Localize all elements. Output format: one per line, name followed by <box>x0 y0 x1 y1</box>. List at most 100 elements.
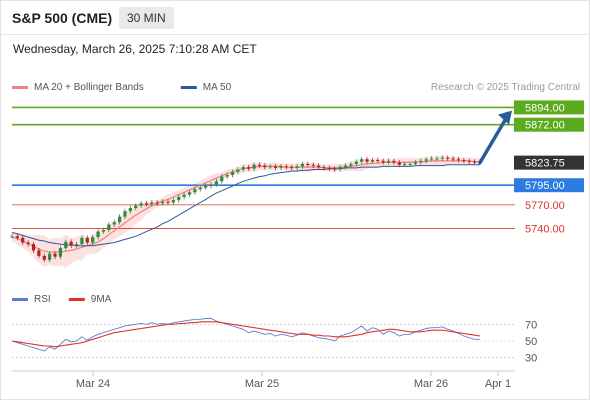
candle-body <box>107 224 111 230</box>
candle-body <box>128 208 132 212</box>
candle-body <box>360 159 364 162</box>
legend-swatch <box>12 86 28 89</box>
candle-body <box>381 160 385 163</box>
bollinger-band-area <box>12 155 480 268</box>
candle-body <box>284 166 288 168</box>
level-label: 5823.75 <box>525 158 565 170</box>
candle-body <box>386 160 391 163</box>
rsi-legend: RSI 9MA <box>12 294 112 305</box>
candle-body <box>91 237 95 243</box>
legend-label: 9MA <box>91 294 112 305</box>
candle-body <box>150 202 154 205</box>
x-tick-label: Mar 26 <box>414 378 448 390</box>
candle-body <box>376 160 380 162</box>
candle-body <box>193 189 197 193</box>
candle-body <box>236 169 240 172</box>
level-label-bg <box>514 178 584 193</box>
candle-body <box>408 164 412 165</box>
legend-label: MA 50 <box>203 82 232 93</box>
level-label: 5872.00 <box>525 120 565 132</box>
candle-body <box>247 167 251 169</box>
candle-body <box>273 166 278 168</box>
candle-body <box>166 201 170 203</box>
candle-body <box>96 231 100 238</box>
candle-body <box>69 241 73 246</box>
candle-body <box>462 160 466 162</box>
legend-swatch <box>12 298 28 301</box>
candle-body <box>101 230 106 232</box>
level-label: 5740.00 <box>525 223 565 235</box>
candle-body <box>446 157 450 159</box>
candle-body <box>220 176 224 182</box>
chart-timestamp: Wednesday, March 26, 2025 7:10:28 AM CET <box>13 42 257 56</box>
level-label: 5894.00 <box>525 102 565 114</box>
candle-body <box>85 237 89 243</box>
candle-body <box>58 248 63 257</box>
candle-body <box>370 160 375 162</box>
candle-body <box>467 160 471 162</box>
rsi-tick-label: 50 <box>525 336 537 348</box>
candle-body <box>123 211 127 217</box>
price-legend: MA 20 + Bollinger Bands MA 50 <box>12 82 232 93</box>
price-levels <box>12 106 515 229</box>
candle-body <box>424 159 428 161</box>
candle-body <box>10 236 14 238</box>
candle-body <box>252 164 256 169</box>
level-label: 5770.00 <box>525 200 565 212</box>
legend-swatch <box>68 298 85 301</box>
rsi-tick-label: 30 <box>525 353 537 365</box>
candle-body <box>155 202 159 204</box>
candle-body <box>139 203 143 206</box>
candle-body <box>343 165 348 168</box>
candle-body <box>112 222 116 225</box>
rsi-line <box>11 318 480 352</box>
forecast-arrow <box>478 110 512 165</box>
candle-body <box>413 162 418 164</box>
candle-body <box>31 244 36 251</box>
candle-body <box>392 160 396 163</box>
x-axis: Mar 24 Mar 25 Mar 26 Apr 1 <box>12 370 515 390</box>
candle-body <box>263 165 267 168</box>
candle-body <box>268 166 272 168</box>
chart-header: S&P 500 (CME) 30 MIN <box>0 0 590 36</box>
candle-body <box>48 253 52 260</box>
candle-body <box>53 253 57 257</box>
ma50-line <box>11 164 480 247</box>
credit-text: Research © 2025 Trading Central <box>431 82 580 93</box>
candle-body <box>419 160 423 163</box>
candle-body <box>349 164 353 166</box>
candle-body <box>182 194 186 197</box>
candle-body <box>279 166 283 168</box>
ma20-line <box>11 160 480 253</box>
candle-body <box>365 159 369 162</box>
candle-body <box>354 161 358 164</box>
candle-body <box>290 167 294 169</box>
candle-body <box>338 167 342 170</box>
level-label-bg <box>514 155 584 170</box>
x-tick-label: Mar 25 <box>245 378 279 390</box>
candle-body <box>241 167 245 170</box>
candle-body <box>64 241 68 249</box>
candle-body <box>198 187 202 190</box>
candle-body <box>225 175 229 177</box>
candle-body <box>37 250 41 256</box>
timeframe-badge[interactable]: 30 MIN <box>119 7 174 29</box>
rsi-panel: 70 50 30 <box>11 318 537 365</box>
candle-body <box>451 158 455 160</box>
level-label: 5795.00 <box>525 180 565 192</box>
candle-body <box>80 237 84 245</box>
x-tick-label: Apr 1 <box>485 378 511 390</box>
candle-body <box>322 167 326 169</box>
level-labels: 5894.00 5872.00 5823.75 5795.00 5770.00 5740.… <box>514 100 584 235</box>
chart-title: S&P 500 (CME) <box>12 10 113 26</box>
candle-body <box>21 237 25 243</box>
forecast-arrow-head <box>498 110 512 125</box>
forecast-arrow-shaft <box>478 116 508 165</box>
candle-body <box>204 186 208 188</box>
candle-body <box>161 201 165 204</box>
candle-body <box>311 164 315 166</box>
bollinger-bands <box>12 155 480 268</box>
candle-body <box>134 205 138 208</box>
candle-body <box>327 167 331 169</box>
